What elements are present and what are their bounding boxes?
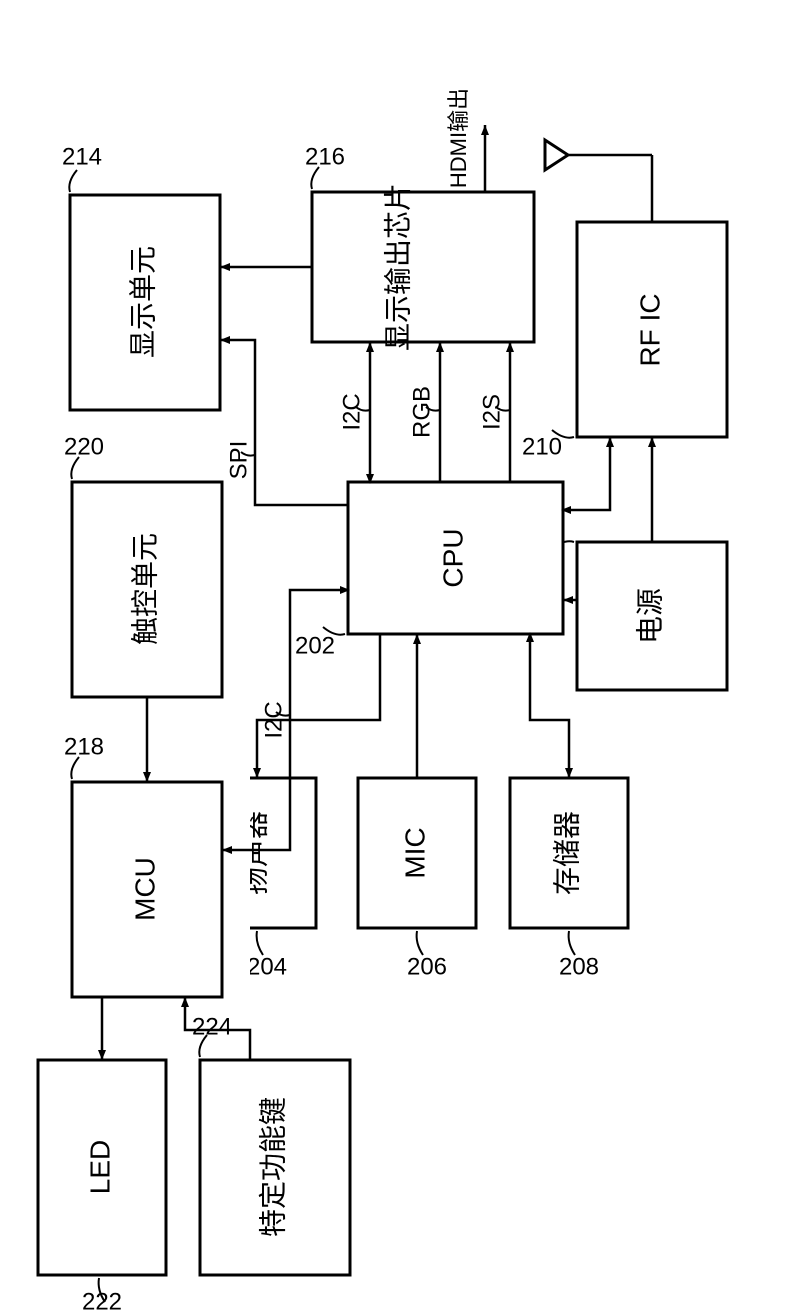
svg-text:RGB: RGB <box>408 386 435 438</box>
BR-storage: 208 <box>559 953 599 980</box>
BL-funckey: 特定功能键 <box>257 1097 288 1237</box>
BL-mic: MIC <box>399 827 430 878</box>
BR-dispchip: 216 <box>305 143 345 170</box>
BR-display: 214 <box>62 143 102 170</box>
BR-speaker: 204 <box>247 953 287 980</box>
svg-text:I2S: I2S <box>478 394 505 430</box>
BR-mic: 206 <box>407 953 447 980</box>
BL-led-f: LED <box>84 1140 115 1194</box>
BR-led-f2: 222 <box>82 1288 122 1311</box>
BL-storage: 存储器 <box>551 811 582 895</box>
BL-touch-f: 触控单元 <box>129 533 160 645</box>
BL-cpu: CPU <box>437 528 468 587</box>
lbl-hdmi: HDMI输出 <box>446 88 471 188</box>
BR-cpu: 202 <box>295 632 335 659</box>
BL-rfic: RF IC <box>634 293 665 366</box>
BR-rfic: 210 <box>522 433 562 460</box>
BL-power: 电源 <box>634 588 665 644</box>
svg-text:I2C: I2C <box>338 393 365 430</box>
B-dispchip <box>312 192 534 342</box>
BR-mcu-f: 218 <box>64 733 104 760</box>
BL-display: 显示单元 <box>127 246 158 358</box>
BL-mcu-f: MCU <box>129 857 160 921</box>
BR-funckey: 224 <box>192 1013 232 1040</box>
BL-dispchip: 显示输出芯片 <box>382 183 413 351</box>
lbl-spi: SPI <box>225 441 252 480</box>
lbl-i2c-cm: I2C <box>260 701 287 738</box>
BR-touch-f: 220 <box>64 433 104 460</box>
